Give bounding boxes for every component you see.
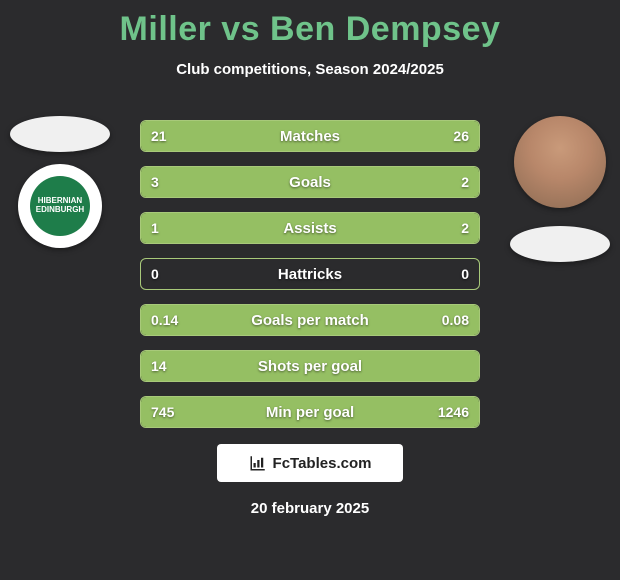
stats-container: Matches2126Goals32Assists12Hattricks00Go… [140, 120, 480, 442]
stat-label: Goals per match [141, 305, 479, 335]
stat-value-left: 0.14 [151, 305, 178, 335]
stat-value-left: 745 [151, 397, 174, 427]
stat-value-left: 21 [151, 121, 167, 151]
stat-value-right: 2 [461, 167, 469, 197]
stat-label: Min per goal [141, 397, 479, 427]
player-left-face-placeholder [10, 116, 110, 152]
stat-row: Shots per goal14 [140, 350, 480, 382]
stat-row: Assists1 2 [140, 212, 480, 244]
player-right-card [510, 116, 610, 262]
stat-value-left: 3 [151, 167, 159, 197]
stat-label: Assists [141, 213, 479, 243]
footer-label: FcTables.com [273, 455, 372, 472]
stat-value-left: 0 [151, 259, 159, 289]
stat-value-right: 0 [461, 259, 469, 289]
player-right-club-placeholder [510, 226, 610, 262]
player-right-photo [514, 116, 606, 208]
footer-badge[interactable]: FcTables.com [217, 444, 403, 482]
stat-row: Matches21 26 [140, 120, 480, 152]
stat-row: Hattricks0 0 [140, 258, 480, 290]
stat-value-left: 14 [151, 351, 167, 381]
player-left-card: HIBERNIAN EDINBURGH [10, 116, 110, 248]
stat-value-right: 0.08 [442, 305, 469, 335]
stat-label: Matches [141, 121, 479, 151]
stat-label: Hattricks [141, 259, 479, 289]
stat-value-right: 26 [453, 121, 469, 151]
subtitle: Club competitions, Season 2024/2025 [0, 61, 620, 78]
player-left-club-badge: HIBERNIAN EDINBURGH [18, 164, 102, 248]
player-left-crest: HIBERNIAN EDINBURGH [30, 176, 90, 236]
stat-label: Goals [141, 167, 479, 197]
stat-value-right: 1246 [438, 397, 469, 427]
stat-value-left: 1 [151, 213, 159, 243]
stat-row: Goals3 2 [140, 166, 480, 198]
stat-label: Shots per goal [141, 351, 479, 381]
player-left-crest-text: HIBERNIAN EDINBURGH [30, 197, 90, 215]
stat-row: Goals per match0.14 0.08 [140, 304, 480, 336]
stat-row: Min per goal745 1246 [140, 396, 480, 428]
date-label: 20 february 2025 [0, 500, 620, 517]
chart-icon [249, 454, 267, 472]
stat-value-right: 2 [461, 213, 469, 243]
page-title: Miller vs Ben Dempsey [0, 0, 620, 49]
